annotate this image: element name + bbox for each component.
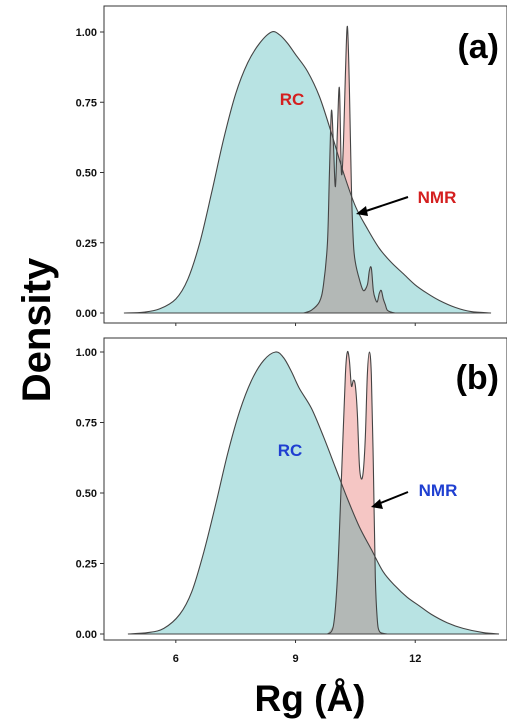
panel-b-y-tick-label: 0.25 [76,559,97,571]
panel-b-label: (b) [456,359,499,397]
y-axis-title: Density [15,257,59,402]
panel-a: 0.00 0.25 0.50 0.75 1.00 (a) RC NMR [76,5,507,326]
panel-a-rc-curve [123,31,492,314]
panel-a-frame [103,5,507,324]
panel-a-y-tick-label: 0.50 [76,168,97,180]
panel-b-y-tick-label: 1.00 [76,347,97,359]
x-tick-label: 9 [292,653,298,665]
panel-a-rc-layer [123,31,492,314]
panel-a-nmr-curve [303,25,396,314]
panel-a-label: (a) [457,28,499,66]
x-axis-title: Rg (Å) [255,678,366,719]
panel-b-outline-layer [127,350,500,635]
panel-a-overlap-layer [303,131,396,313]
panel-a-overlap-area [303,131,396,313]
panel-b-overlap-area [327,483,388,634]
panel-b-y-tick-label: 0.75 [76,418,97,430]
panel-a-nmr-area [303,26,396,314]
panel-b-y-ticks: 0.00 0.25 0.50 0.75 1.00 [76,347,416,643]
panel-a-rc-area [123,31,492,314]
panel-b-rc-layer [127,351,500,634]
panel-b-rc-area [127,351,500,634]
panel-a-nmr-layer [303,26,396,314]
x-tick-label: 12 [409,653,421,665]
x-axis-ticks: 6 9 12 [173,653,422,665]
panel-a-outline-layer [123,25,492,314]
panel-a-nmr-label: NMR [418,188,457,207]
panel-b-y-tick-label: 0.50 [76,488,97,500]
panel-a-y-ticks: 0.00 0.25 0.50 0.75 1.00 [76,27,416,326]
panel-a-rc-label: RC [280,90,305,109]
panel-b-nmr-arrow [371,491,409,509]
panel-b-y-tick-label: 0.00 [76,629,97,641]
panel-b-nmr-curve [327,350,388,635]
panel-b-nmr-label: NMR [419,481,458,500]
panel-b: 0.00 0.25 0.50 0.75 1.00 (b) RC NMR [76,337,507,643]
panel-a-y-tick-label: 0.25 [76,238,97,250]
panel-b-rc-curve [127,351,500,635]
panel-a-nmr-arrow [356,196,409,216]
panel-a-y-tick-label: 0.75 [76,97,97,109]
panel-b-rc-label: RC [278,441,303,460]
panel-a-y-tick-label: 0.00 [76,308,97,320]
panel-a-y-tick-label: 1.00 [76,27,97,39]
panel-b-frame [103,337,507,641]
panel-b-overlap-layer [327,483,388,634]
x-tick-label: 6 [173,653,179,665]
